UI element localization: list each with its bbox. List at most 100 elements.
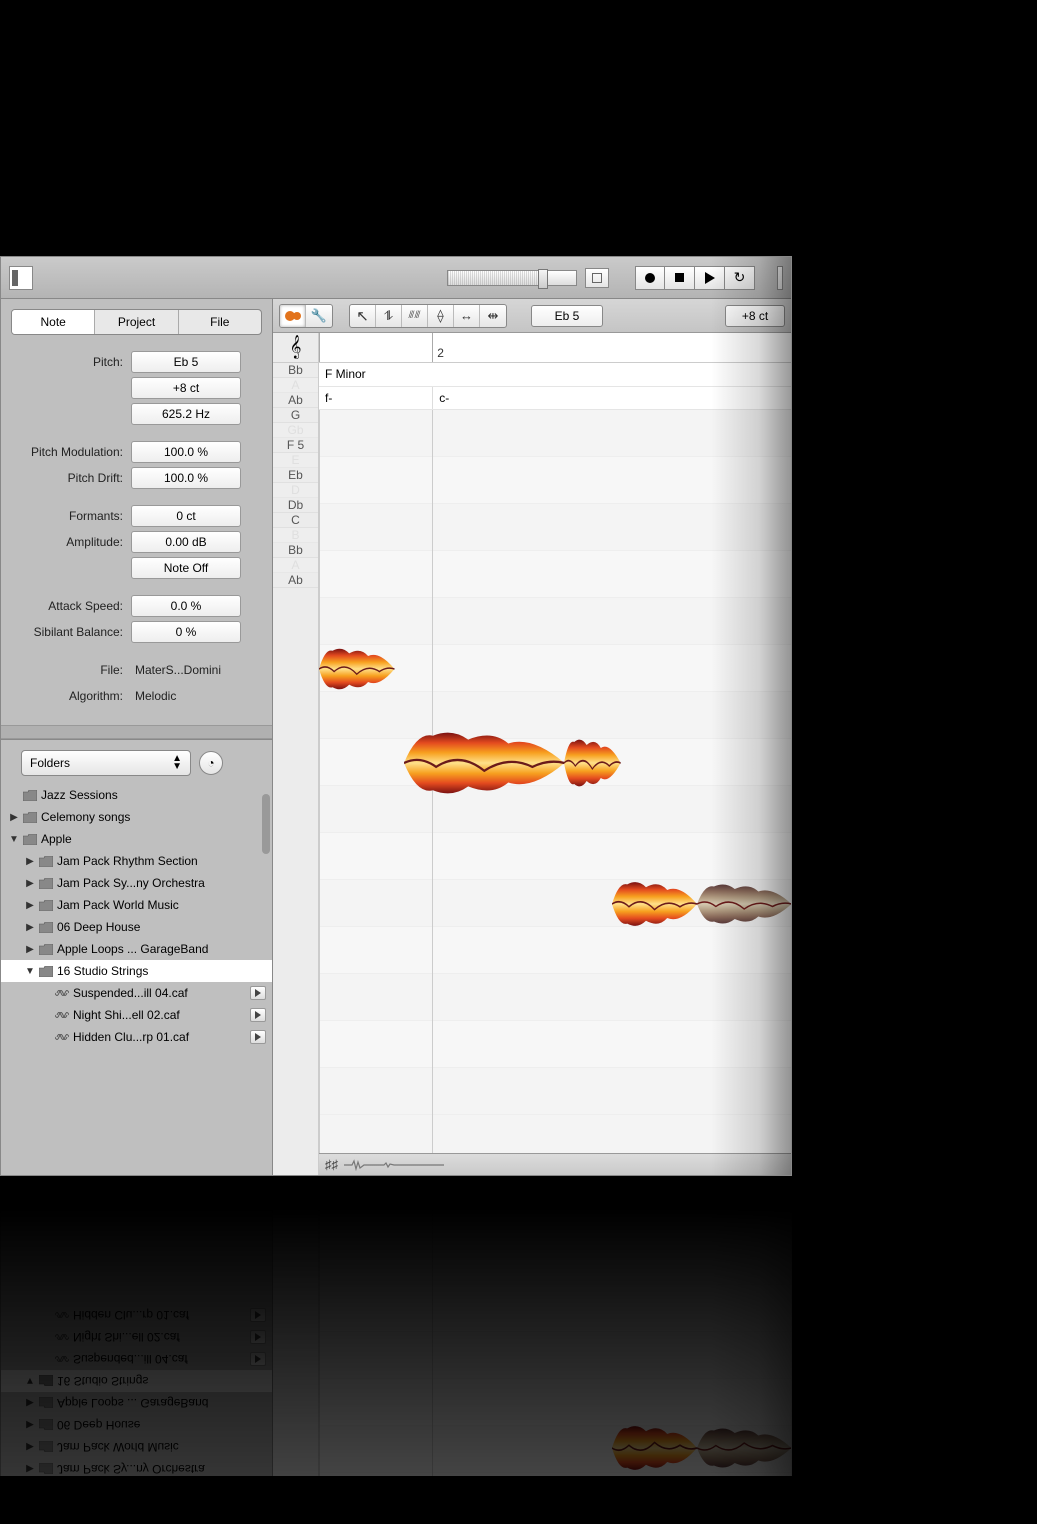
disclosure-icon[interactable]: ▶ [25,1464,35,1475]
sibilant-value[interactable]: 0 % [131,621,241,643]
note-blob-3[interactable] [612,876,697,932]
disclosure-icon[interactable]: ▼ [25,966,35,977]
separation-tool-button[interactable]: ⇹ [480,305,506,327]
browser-folder-row[interactable]: ▶Celemony songs [1,806,272,828]
preview-play-button[interactable] [250,1330,266,1344]
pitch-value[interactable]: Eb 5 [131,351,241,373]
disclosure-icon[interactable]: ▶ [25,922,35,933]
key-track[interactable]: F Minor [319,363,791,387]
time-ruler[interactable]: 2 [319,333,791,363]
browser-folder-row[interactable]: ▼16 Studio Strings [1,960,272,982]
disclosure-icon[interactable]: ▶ [25,878,35,889]
disclosure-icon[interactable]: ▶ [9,812,19,823]
transport-controls: ↻ [635,266,755,290]
offset-display[interactable]: +8 ct [725,305,785,327]
disclosure-icon[interactable]: ▼ [9,834,19,845]
note-blob-3[interactable] [612,1421,697,1477]
browser-folder-row[interactable]: ▼16 Studio Strings [1,1370,272,1392]
amplitude-tool-button[interactable]: ⟠ [428,305,454,327]
browser-file-row[interactable]: Hidden Clu...rp 01.caf [1,1026,272,1048]
browser-scrollbar-thumb[interactable] [262,794,270,854]
browser-file-row[interactable]: Night Shi...ell 02.caf [1,1004,272,1026]
browser-folder-row[interactable]: ▶ Apple Loops ... GarageBand [1,1392,272,1414]
pointer-tool-button[interactable]: ↖ [350,305,376,327]
blob-view-button[interactable] [280,305,306,327]
disclosure-icon[interactable]: ▶ [25,1420,35,1431]
sharp-flat-toggle[interactable]: ♯♯ [325,1157,338,1172]
browser-tree[interactable]: Jazz Sessions▶Celemony songs▼Apple▶Jam P… [1,784,272,1048]
tab-file[interactable]: File [179,310,261,334]
note-blob-0[interactable] [319,643,395,695]
sharp-flat-toggle[interactable]: ♯♯ [325,1180,338,1195]
tab-note[interactable]: Note [12,310,95,334]
browser-folder-row[interactable]: ▶Jam Pack World Music [1,1436,272,1458]
browser-file-row[interactable]: Suspended...ill 04.caf [1,1348,272,1370]
editor-area: 🔧 ↖ ⥮ ⫻⫻ ⟠ ↔ ⇹ Eb 5 +8 ct [273,1177,791,1476]
disclosure-icon[interactable]: ▶ [25,1442,35,1453]
pitch-freq-value[interactable]: 625.2 Hz [131,403,241,425]
pitch-mod-label: Pitch Modulation: [11,445,131,459]
zoom-slider[interactable] [447,270,577,286]
disclosure-icon[interactable]: ▶ [25,856,35,867]
sidebar-toggle-button[interactable] [9,266,33,290]
pitch-cell-F5: F 5 [273,438,318,453]
note-off-button[interactable]: Note Off [131,557,241,579]
preview-play-button[interactable] [250,1030,266,1044]
preview-play-button[interactable] [250,1308,266,1322]
preview-play-button[interactable] [250,1352,266,1366]
preview-play-button[interactable] [250,1008,266,1022]
play-button[interactable] [695,266,725,290]
tab-project[interactable]: Project [95,310,178,334]
browser-file-row[interactable]: Hidden Clu...rp 01.caf [1,1304,272,1326]
note-blob-4[interactable] [697,1424,791,1474]
chord-track[interactable]: f- c- [319,387,791,411]
chord-2: c- [433,391,449,405]
browser-folder-row[interactable]: ▶06 Deep House [1,916,272,938]
note-blob-1[interactable] [404,724,564,802]
browser-file-row[interactable]: Night Shi...ell 02.caf [1,1326,272,1348]
browser-folder-row[interactable]: ▶Jam Pack Rhythm Section [1,850,272,872]
browser-folder-row[interactable]: ▶Jam Pack Sy...ny Orchestra [1,872,272,894]
stop-button[interactable] [665,266,695,290]
note-grid[interactable] [319,1199,791,1476]
record-button[interactable] [635,266,665,290]
browser-mode-dropdown[interactable]: Folders ▲▼ [21,750,191,776]
browser-folder-row[interactable]: ▼Apple [1,828,272,850]
browser-file-row[interactable]: Suspended...ill 04.caf [1,982,272,1004]
separation-tool-icon: ⇹ [488,308,499,324]
formants-value[interactable]: 0 ct [131,505,241,527]
formants-label: Formants: [11,509,131,523]
pitch-display[interactable]: Eb 5 [531,305,603,327]
browser-folder-row[interactable]: ▶06 Deep House [1,1414,272,1436]
pitch-tool-button[interactable]: ⥮ [376,305,402,327]
disclosure-icon[interactable]: ▶ [25,1398,35,1409]
note-grid[interactable] [319,410,791,1153]
tools-view-button[interactable]: 🔧 [306,305,332,327]
browser-folder-row[interactable]: ▶Apple Loops ... GarageBand [1,938,272,960]
pointer-icon: ↖ [356,307,369,325]
time-tool-button[interactable]: ↔ [454,305,480,327]
browser-tree[interactable]: Jazz Sessions▶Celemony songs▼Apple▶Jam P… [1,1304,272,1476]
disclosure-icon[interactable]: ▼ [25,1376,35,1387]
attack-value[interactable]: 0.0 % [131,595,241,617]
browser-folder-row[interactable]: ▶Jam Pack World Music [1,894,272,916]
recent-button[interactable]: ◔ [199,751,223,775]
zoom-fit-button[interactable] [585,268,609,288]
pitch-mod-value[interactable]: 100.0 % [131,441,241,463]
disclosure-icon[interactable]: ▶ [25,900,35,911]
browser-folder-row[interactable]: ▶Jam Pack Sy...ny Orchestra [1,1458,272,1476]
cycle-button[interactable]: ↻ [725,266,755,290]
tree-item-label: Apple Loops ... GarageBand [57,1396,208,1410]
browser-folder-row[interactable]: Jazz Sessions [1,784,272,806]
pitch-drift-value[interactable]: 100.0 % [131,467,241,489]
disclosure-icon[interactable]: ▶ [25,944,35,955]
note-blob-4[interactable] [697,879,791,929]
pitch-cell-B: B [273,528,318,543]
pitch-offset-value[interactable]: +8 ct [131,377,241,399]
pitch-cell-Db: Db [273,498,318,513]
zoom-slider-thumb[interactable] [538,269,548,289]
preview-play-button[interactable] [250,986,266,1000]
formant-tool-button[interactable]: ⫻⫻ [402,305,428,327]
note-blob-2[interactable] [564,733,621,793]
amplitude-value[interactable]: 0.00 dB [131,531,241,553]
